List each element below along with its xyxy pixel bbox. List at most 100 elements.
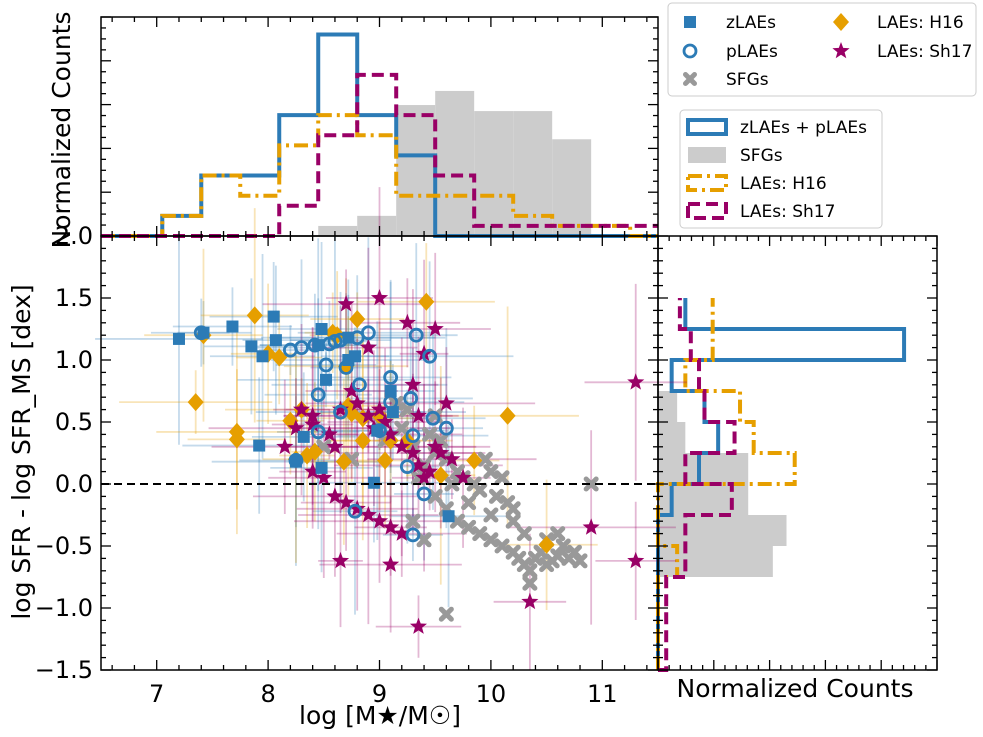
point-sh17: [627, 551, 645, 569]
point-sh17: [582, 518, 600, 535]
legend-label-sfg: SFGs: [740, 146, 783, 166]
point-sh17: [443, 450, 461, 467]
point-sh17: [304, 406, 322, 424]
point-sh17: [404, 375, 422, 393]
point-plae: [352, 377, 367, 393]
point-sfg: [422, 426, 438, 442]
right-histogram: [656, 298, 907, 672]
point-sfg: [461, 519, 477, 535]
point-h16: [271, 348, 288, 367]
point-zlae: [245, 340, 258, 353]
point-plae: [405, 428, 421, 444]
point-zlae: [267, 310, 280, 323]
main-scatter-plot: [95, 187, 687, 670]
point-sh17: [627, 373, 645, 390]
point-sfg: [572, 553, 588, 569]
top-hist-bar-sfgs: [552, 139, 592, 236]
point-sh17: [382, 518, 400, 535]
point-zlae: [297, 430, 310, 443]
point-sh17: [332, 400, 350, 417]
point-plae: [288, 453, 304, 468]
x-tick-label: 11: [587, 680, 618, 708]
right-hist-bar-sfgs: [658, 422, 686, 453]
point-sh17: [320, 425, 338, 442]
point-sfg: [522, 563, 538, 579]
legend-label-zlae: zLAEs + pLAEs: [740, 118, 867, 138]
point-h16: [228, 422, 245, 441]
scatter-legend-box: [667, 2, 977, 97]
point-sh17: [337, 493, 355, 510]
data-points: [172, 289, 645, 634]
point-sfg: [505, 513, 521, 529]
point-plae: [408, 327, 424, 343]
x-stroke: [483, 532, 499, 548]
point-sh17: [304, 415, 322, 432]
x-stroke: [494, 470, 510, 486]
point-zlae: [348, 350, 361, 363]
legend-swatch-sh17: [686, 202, 728, 220]
point-plae: [193, 325, 209, 341]
x-stroke: [449, 513, 465, 529]
point-sh17: [370, 289, 389, 306]
point-sfg: [483, 507, 499, 523]
histogram-legend-box: [679, 109, 883, 229]
x-stroke: [583, 476, 599, 492]
point-sfg: [555, 538, 571, 554]
point-sh17: [426, 437, 444, 455]
point-sh17: [293, 400, 311, 417]
legend-swatch-zlae: [686, 118, 728, 136]
point-sfg: [488, 488, 504, 504]
point-plae: [383, 369, 399, 385]
point-plae: [438, 420, 454, 436]
point-sfg: [494, 538, 510, 554]
point-sh17: [437, 394, 455, 411]
point-sh17: [304, 462, 322, 479]
point-zlae: [384, 385, 397, 397]
x-stroke: [494, 538, 510, 554]
point-sfg: [505, 501, 521, 517]
point-sh17: [393, 524, 411, 541]
point-sh17: [276, 437, 294, 455]
point-sh17: [426, 320, 444, 337]
x-stroke: [461, 519, 477, 535]
point-sfg: [394, 420, 410, 436]
x-axis-label: log [M★/M☉]: [299, 701, 461, 730]
x-stroke: [405, 513, 421, 529]
point-sfg: [516, 526, 532, 542]
top-histogram: [101, 32, 658, 238]
point-h16: [349, 310, 366, 329]
point-sfg: [405, 513, 421, 529]
point-sh17: [415, 468, 433, 486]
point-sfg: [550, 548, 566, 564]
y-tick-label: 0.0: [55, 470, 93, 498]
point-sh17: [409, 406, 427, 424]
point-zlae: [320, 373, 333, 386]
point-sh17: [337, 295, 355, 312]
point-sh17: [326, 487, 344, 504]
point-zlae: [315, 323, 328, 335]
point-zlae: [269, 334, 282, 347]
point-sfg: [438, 606, 454, 622]
x-stroke: [516, 526, 532, 542]
point-sh17: [287, 419, 305, 436]
legend-marker-h16: [833, 13, 849, 31]
point-sh17: [332, 551, 350, 569]
x-stroke: [427, 408, 443, 424]
point-h16: [335, 452, 352, 471]
y-tick-label: −0.5: [35, 532, 93, 560]
y-axis-label: log SFR - log SFR_MS [dex]: [7, 284, 36, 619]
scatter-legend: zLAEs pLAEs SFGs LAEs: H16 LAEs: Sh17: [667, 2, 977, 97]
point-zlae: [367, 476, 380, 489]
right-hist-bar-sfgs: [658, 515, 787, 546]
point-plae: [416, 486, 432, 502]
y-tick-label: 0.5: [55, 408, 93, 436]
point-sfg: [494, 470, 510, 486]
point-sh17: [370, 400, 389, 417]
x-stroke: [555, 538, 571, 554]
x-tick-label: 9: [372, 680, 387, 708]
point-sh17: [382, 555, 400, 572]
legend-label-h16: LAEs: H16: [877, 13, 964, 33]
point-h16: [466, 451, 483, 470]
point-plae: [360, 325, 376, 341]
legend-marker-plae: [682, 43, 698, 59]
